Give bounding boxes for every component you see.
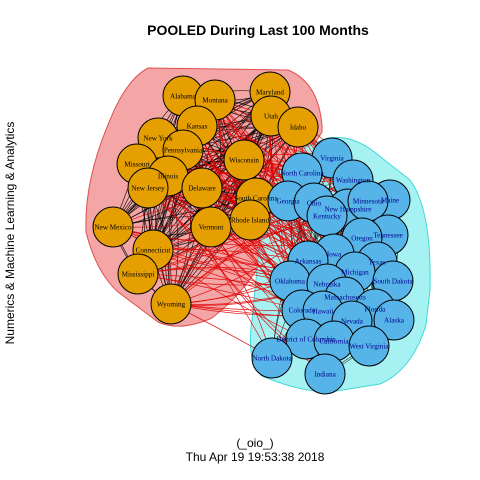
node-mississippi (117, 253, 159, 295)
node-label-oklahoma: Oklahoma (275, 278, 306, 286)
node-label-maryland: Maryland (256, 89, 284, 97)
node-label-new-york: New York (143, 135, 173, 143)
node-label-washington: Washington (336, 177, 371, 185)
node-new-jersey (127, 167, 169, 209)
node-delaware (181, 167, 223, 209)
node-wyoming (150, 283, 192, 325)
node-label-indiana: Indiana (314, 371, 336, 379)
plot-title: POOLED During Last 100 Months (147, 22, 369, 38)
y-axis-label: Numerics & Machine Learning & Analytics (3, 122, 17, 345)
node-label-vermont: Vermont (199, 224, 224, 232)
node-label-maine: Maine (381, 197, 399, 205)
node-label-illinois: Illinois (158, 173, 179, 181)
node-indiana (304, 353, 346, 395)
node-label-missouri: Missouri (124, 161, 150, 169)
footer-timestamp: Thu Apr 19 19:53:38 2018 (186, 450, 325, 464)
node-label-hawaii: Hawaii (313, 308, 334, 316)
node-wisconsin (223, 139, 265, 181)
node-label-south-carolina: South Carolina (234, 195, 278, 203)
node-label-texas: Texas (369, 259, 386, 267)
node-layer: Alabama Montana Maryland Utah Kansas Idaho New… (92, 71, 415, 395)
edge-cross-group (170, 215, 328, 305)
footer-signature: (_oio_) (236, 436, 273, 450)
node-label-west-virginia: West Virginia (349, 343, 389, 351)
node-west-virginia (348, 325, 390, 367)
node-label-nebraska: Nebraska (313, 281, 341, 289)
node-label-alaska: Alaska (384, 317, 405, 325)
node-label-wyoming: Wyoming (157, 301, 186, 309)
node-label-wisconsin: Wisconsin (229, 157, 259, 165)
node-label-utah: Utah (264, 113, 278, 121)
node-label-minnesota: Minnesota (353, 198, 384, 206)
node-label-pennsylvania: Pennsylvania (164, 147, 203, 155)
node-label-california: California (319, 338, 349, 346)
node-label-tennessee: Tennessee (373, 232, 402, 240)
node-label-massachusetts: Massachusetts (324, 294, 366, 302)
node-label-iowa: Iowa (327, 251, 342, 259)
node-label-michigan: Michigan (341, 269, 369, 277)
node-north-dakota (251, 337, 293, 379)
node-label-new-hampshire: New Hampshire (325, 206, 372, 214)
node-rhode-island (229, 199, 271, 241)
node-label-idaho: Idaho (290, 124, 307, 132)
node-label-south-dakota: South Dakota (373, 278, 413, 286)
node-label-florida: Florida (365, 306, 387, 314)
node-label-nevada: Nevada (341, 318, 364, 326)
edge-cross-group (152, 249, 307, 340)
node-new-mexico (92, 206, 134, 248)
node-label-virginia: Virginia (320, 155, 344, 163)
node-label-rhode-island: Rhode Island (231, 217, 270, 225)
node-label-north-carolina: North Carolina (280, 170, 324, 178)
node-label-georgia: Georgia (276, 198, 300, 206)
node-label-north-dakota: North Dakota (252, 355, 292, 363)
node-label-alabama: Alabama (170, 93, 197, 101)
node-label-kentucky: Kentucky (313, 213, 341, 221)
node-label-district-of-columbia: District of Columbia (276, 336, 336, 344)
node-label-oregon: Oregon (351, 235, 373, 243)
node-label-kansas: Kansas (187, 123, 208, 131)
edge-cross-group (112, 226, 291, 282)
node-label-ohio: Ohio (307, 200, 322, 208)
node-label-connecticut: Connecticut (136, 247, 171, 255)
node-label-new-jersey: New Jersey (131, 185, 165, 193)
node-label-montana: Montana (202, 97, 228, 105)
node-idaho (277, 106, 319, 148)
node-label-colorado: Colorado (289, 307, 316, 315)
node-label-delaware: Delaware (188, 185, 216, 193)
node-alaska (373, 299, 415, 341)
node-label-arkansas: Arkansas (295, 258, 322, 266)
node-label-mississippi: Mississippi (122, 271, 155, 279)
node-label-new-mexico: New Mexico (94, 224, 132, 232)
